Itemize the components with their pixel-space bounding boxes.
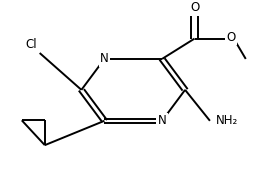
Text: N: N bbox=[158, 114, 166, 127]
Text: O: O bbox=[190, 1, 199, 14]
Text: Cl: Cl bbox=[26, 38, 37, 51]
Text: O: O bbox=[227, 31, 236, 44]
Text: N: N bbox=[100, 52, 109, 65]
Text: NH₂: NH₂ bbox=[216, 114, 239, 127]
